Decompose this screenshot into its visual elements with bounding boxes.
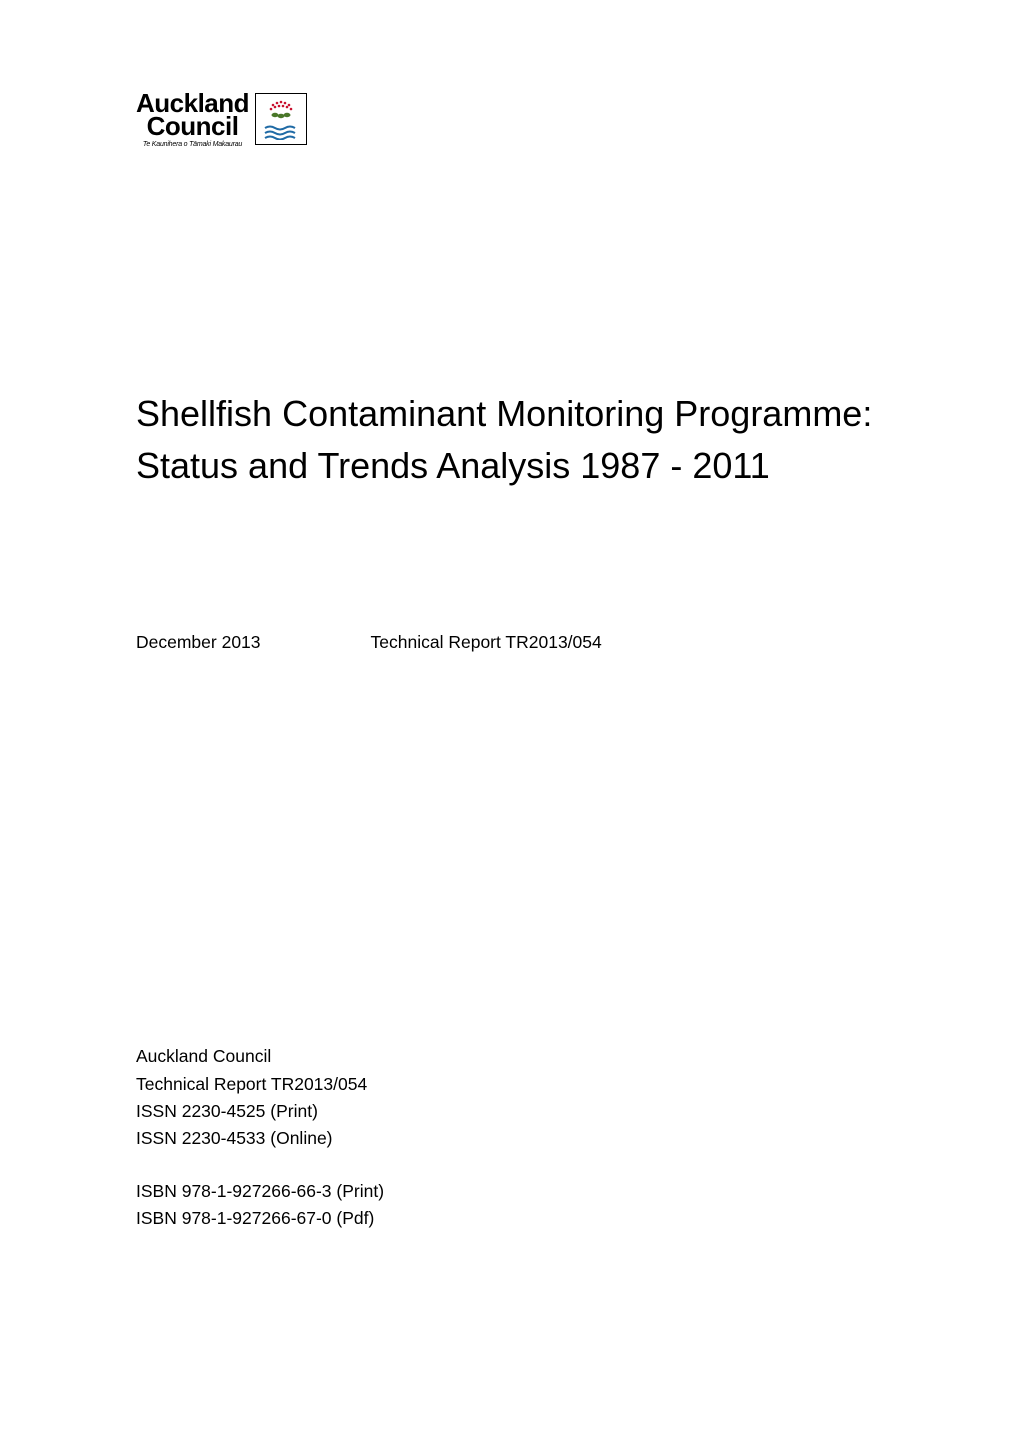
isbn-print: ISBN 978-1-927266-66-3 (Print) [136, 1178, 1020, 1205]
isbn-pdf: ISBN 978-1-927266-67-0 (Pdf) [136, 1205, 1020, 1232]
logo-text: Auckland Council Te Kaunihera o Tāmaki M… [136, 90, 249, 148]
title-line1: Shellfish Contaminant Monitoring Program… [136, 388, 1020, 440]
issn-print: ISSN 2230-4525 (Print) [136, 1098, 1020, 1125]
publisher-report: Technical Report TR2013/054 [136, 1071, 1020, 1098]
issn-online: ISSN 2230-4533 (Online) [136, 1125, 1020, 1152]
logo-emblem-icon [255, 93, 307, 145]
auckland-council-logo: Auckland Council Te Kaunihera o Tāmaki M… [136, 90, 1020, 148]
document-page: Auckland Council Te Kaunihera o Tāmaki M… [0, 0, 1020, 1442]
publisher-org: Auckland Council [136, 1043, 1020, 1070]
waves-icon [263, 124, 299, 140]
document-meta: December 2013 Technical Report TR2013/05… [136, 632, 1020, 653]
logo-tagline: Te Kaunihera o Tāmaki Makaurau [136, 141, 249, 148]
publication-date: December 2013 [136, 632, 261, 653]
logo-line2: Council [136, 113, 249, 139]
publisher-info: Auckland Council Technical Report TR2013… [136, 1043, 1020, 1232]
document-title: Shellfish Contaminant Monitoring Program… [136, 388, 1020, 492]
pohutukawa-icon [263, 99, 299, 121]
title-line2: Status and Trends Analysis 1987 - 2011 [136, 440, 1020, 492]
report-number: Technical Report TR2013/054 [371, 632, 602, 653]
